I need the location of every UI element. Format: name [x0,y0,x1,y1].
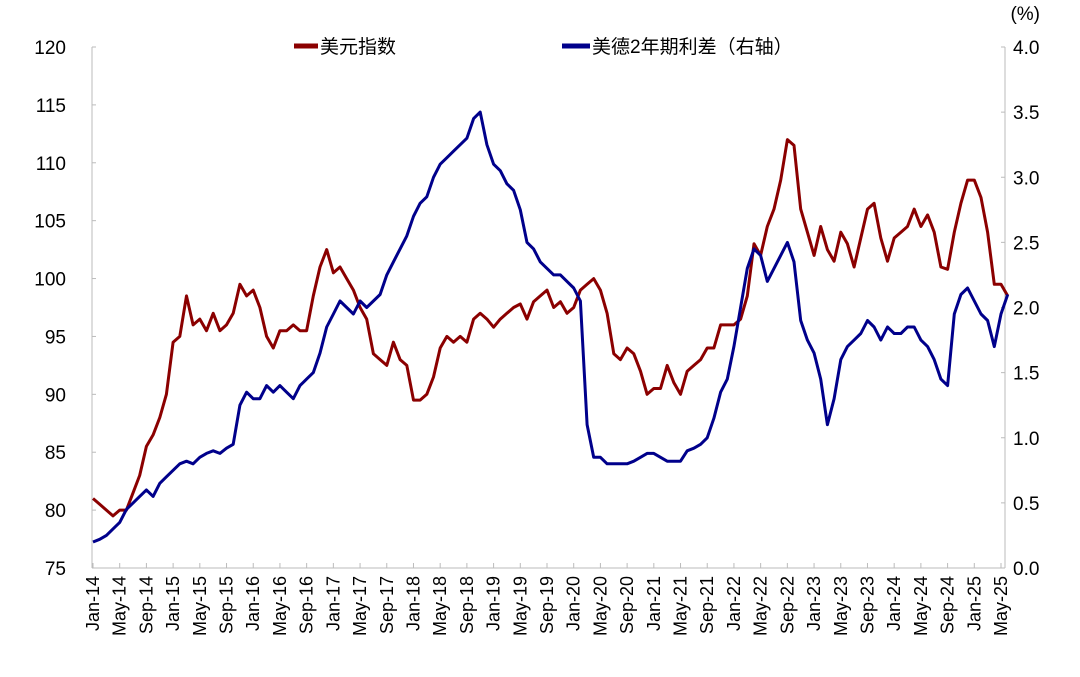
right-tick-label: 2.0 [1013,299,1039,320]
left-tick-label: 100 [34,270,66,291]
x-tick-label: Sep-15 [217,576,237,634]
x-tick-label: Jan-21 [644,576,664,631]
x-tick-label: Sep-21 [697,576,717,634]
right-tick-label: 0.5 [1013,494,1039,515]
x-tick-label: May-23 [831,576,851,636]
series-line-dxy [92,138,1009,518]
x-tick-label: May-19 [510,576,530,636]
x-tick-label: Sep-22 [777,576,797,634]
x-tick-label: Sep-14 [136,576,156,634]
x-tick-label: Jan-24 [884,576,904,631]
x-tick-label: Sep-18 [457,576,477,634]
right-tick-label: 2.5 [1013,233,1039,254]
x-tick-label: May-17 [350,576,370,636]
left-tick-label: 105 [34,212,66,233]
left-tick-label: 85 [45,443,66,464]
x-tick-label: Jan-16 [243,576,263,631]
legend-label-spread: 美德2年期利差（右轴） [592,36,793,58]
x-tick-label: May-25 [991,576,1011,636]
x-tick-label: May-20 [590,576,610,636]
legend: 美元指数 美德2年期利差（右轴） [294,36,793,58]
x-tick-label: Jan-17 [323,576,343,631]
x-tick-label: May-22 [751,576,771,636]
x-tick-label: Jan-25 [964,576,984,631]
right-axis-unit-label: (%) [1010,4,1040,25]
x-tick-label: Jan-14 [83,576,103,631]
left-tick-label: 110 [36,154,66,175]
x-tick-label: Sep-20 [617,576,637,634]
right-tick-label: 4.0 [1013,38,1039,59]
left-tick-label: 120 [34,38,66,59]
right-tick-label: 0.0 [1013,559,1039,580]
x-tick-label: May-18 [430,576,450,636]
right-tick-label: 3.5 [1013,103,1039,124]
series-line-spread [92,110,1010,544]
x-tick-label: May-16 [270,576,290,636]
x-tick-label: Sep-23 [857,576,877,634]
left-tick-label: 90 [45,385,66,406]
left-tick-label: 80 [45,501,66,522]
right-tick-label: 1.5 [1013,364,1039,385]
legend-label-dxy: 美元指数 [320,36,396,58]
right-tick-label: 1.0 [1013,429,1039,450]
x-tick-label: Jan-22 [724,576,744,631]
right-tick-label: 3.0 [1013,168,1039,189]
left-tick-label: 95 [45,327,66,348]
x-tick-label: May-14 [110,576,130,636]
x-tick-label: Sep-17 [377,576,397,634]
x-tick-label: Sep-16 [297,576,317,634]
x-tick-label: Jan-18 [403,576,423,631]
x-tick-label: May-21 [671,576,691,636]
left-tick-label: 115 [36,96,66,117]
x-tick-label: May-15 [190,576,210,636]
x-tick-label: Jan-15 [163,576,183,631]
x-tick-label: May-24 [911,576,931,636]
x-tick-label: Jan-19 [484,576,504,631]
x-tick-label: Jan-20 [564,576,584,631]
left-tick-label: 75 [45,559,66,580]
x-tick-label: Jan-23 [804,576,824,631]
x-tick-label: Sep-24 [938,576,958,634]
x-tick-label: Sep-19 [537,576,557,634]
